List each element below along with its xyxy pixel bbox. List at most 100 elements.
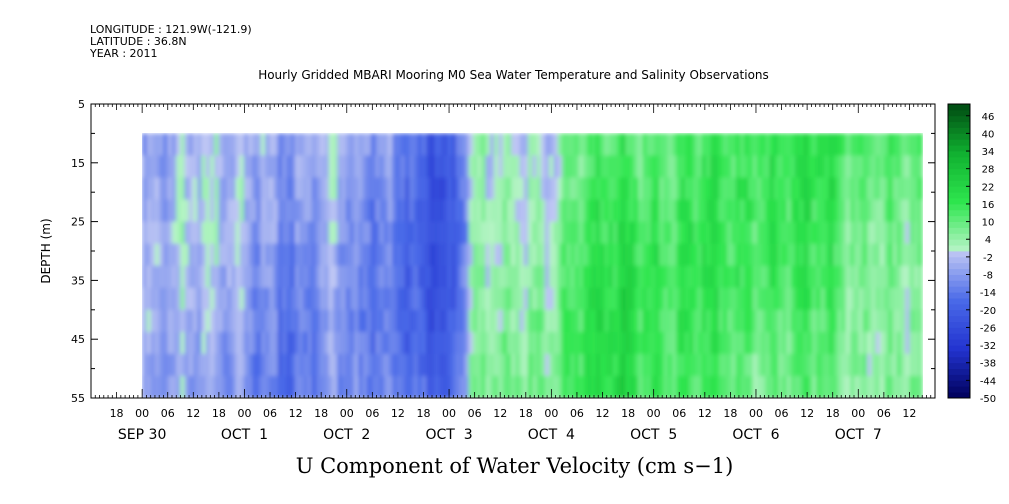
heatmap-cell: [434, 243, 440, 267]
heatmap-cell: [608, 243, 614, 267]
heatmap-cell: [209, 331, 215, 355]
heatmap-cell: [642, 265, 648, 289]
heatmap-cell: [841, 309, 847, 333]
heatmap-cell: [142, 265, 147, 289]
heatmap-cell: [494, 287, 499, 311]
heatmap-cell: [697, 287, 703, 311]
heatmap-cell: [633, 155, 639, 179]
heatmap-cell: [778, 133, 783, 157]
heatmap-cell: [273, 375, 279, 398]
heatmap-cell: [184, 287, 190, 311]
heatmap-cell: [222, 265, 228, 289]
heatmap-cell: [591, 331, 597, 355]
heatmap-cell: [328, 353, 334, 377]
x-hour-label: 12: [698, 407, 712, 420]
heatmap-cell: [672, 375, 677, 398]
heatmap-cell: [714, 155, 720, 179]
heatmap-cell: [332, 243, 338, 267]
heatmap-cell: [862, 199, 868, 223]
heatmap-cell: [824, 199, 830, 223]
heatmap-cell: [633, 287, 639, 311]
heatmap-cell: [595, 287, 601, 311]
heatmap-cell: [583, 375, 588, 398]
heatmap-cell: [765, 133, 771, 157]
colorbar-swatch: [948, 280, 970, 287]
heatmap-cell: [142, 243, 147, 267]
heatmap-cell: [731, 177, 737, 201]
heatmap-cell: [320, 177, 326, 201]
heatmap-cell: [239, 265, 245, 289]
heatmap-cell: [252, 133, 258, 157]
heatmap-cell: [795, 221, 800, 245]
heatmap-cell: [833, 177, 839, 201]
heatmap-cell: [888, 375, 894, 398]
heatmap-cell: [888, 155, 894, 179]
heatmap-cell: [913, 309, 919, 333]
heatmap-cell: [642, 331, 648, 355]
heatmap-cell: [477, 375, 482, 398]
heatmap-cell: [197, 243, 203, 267]
heatmap-cell: [286, 287, 292, 311]
heatmap-cell: [595, 199, 601, 223]
heatmap-cell: [154, 331, 160, 355]
heatmap-cell: [850, 375, 855, 398]
heatmap-cell: [782, 199, 788, 223]
heatmap-cell: [235, 243, 241, 267]
heatmap-cell: [345, 375, 351, 398]
heatmap-cell: [515, 133, 521, 157]
heatmap-cell: [405, 353, 410, 377]
heatmap-cell: [265, 309, 270, 333]
heatmap-cell: [273, 133, 279, 157]
heatmap-cell: [265, 265, 270, 289]
heatmap-cell: [837, 221, 843, 245]
heatmap-cell: [722, 331, 728, 355]
heatmap-cell: [718, 265, 724, 289]
heatmap-cell: [290, 133, 296, 157]
heatmap-cell: [871, 243, 877, 267]
heatmap-cell: [536, 353, 542, 377]
heatmap-cell: [650, 309, 656, 333]
heatmap-cell: [799, 309, 805, 333]
heatmap-cell: [672, 309, 677, 333]
heatmap-cell: [205, 199, 211, 223]
heatmap-cell: [324, 331, 330, 355]
heatmap-cell: [629, 287, 635, 311]
heatmap-cell: [544, 221, 550, 245]
heatmap-cell: [438, 243, 444, 267]
heatmap-cell: [307, 221, 313, 245]
heatmap-cell: [167, 155, 173, 179]
heatmap-cell: [650, 353, 656, 377]
heatmap-cell: [595, 221, 601, 245]
heatmap-cell: [307, 265, 313, 289]
heatmap-cell: [294, 265, 300, 289]
heatmap-cell: [854, 287, 860, 311]
heatmap-cell: [761, 287, 766, 311]
heatmap-cell: [566, 155, 571, 179]
heatmap-cell: [337, 287, 343, 311]
heatmap-cell: [553, 309, 559, 333]
heatmap-cell: [642, 353, 648, 377]
heatmap-cell: [163, 309, 169, 333]
chart-title: Hourly Gridded MBARI Mooring M0 Sea Wate…: [258, 68, 769, 82]
heatmap-cell: [354, 331, 359, 355]
heatmap-cell: [706, 243, 711, 267]
heatmap-cell: [358, 265, 364, 289]
heatmap-cell: [260, 243, 266, 267]
heatmap-cell: [778, 177, 783, 201]
heatmap-cell: [159, 243, 164, 267]
heatmap-cell: [315, 265, 321, 289]
heatmap-cell: [451, 243, 457, 267]
heatmap-cell: [769, 287, 775, 311]
heatmap-cell: [235, 177, 241, 201]
heatmap-cell: [468, 199, 474, 223]
heatmap-cell: [901, 199, 906, 223]
heatmap-cell: [629, 375, 635, 398]
heatmap-cell: [811, 243, 817, 267]
heatmap-cell: [315, 199, 321, 223]
heatmap-cell: [341, 243, 347, 267]
heatmap-cell: [612, 199, 618, 223]
heatmap-cell: [574, 155, 580, 179]
heatmap-cell: [460, 331, 465, 355]
heatmap-cell: [544, 177, 550, 201]
heatmap-cell: [421, 243, 427, 267]
